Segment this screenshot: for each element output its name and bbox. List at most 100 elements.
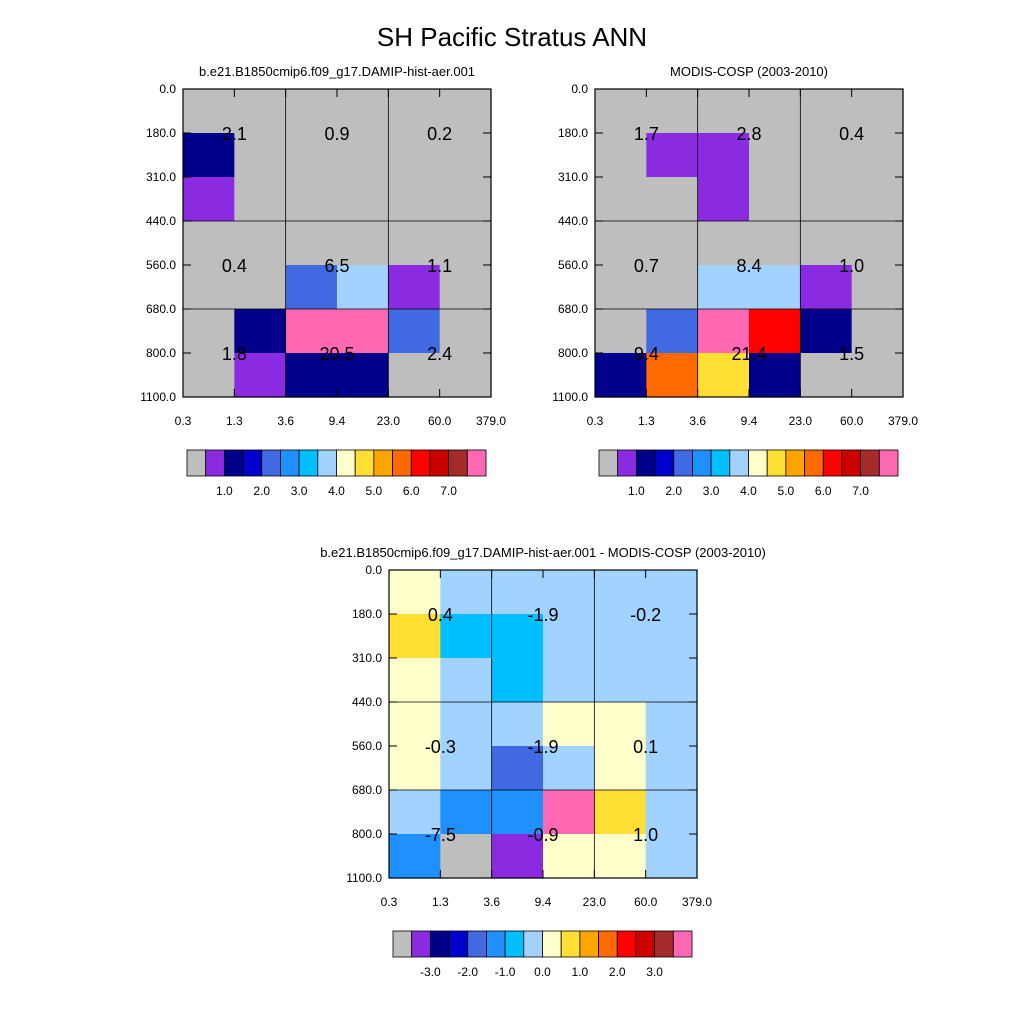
cell-value-label: 1.0 bbox=[633, 825, 658, 845]
heatmap-cell bbox=[749, 177, 801, 222]
cell-value-label: -7.5 bbox=[425, 825, 456, 845]
heatmap-cell bbox=[183, 177, 235, 222]
colorbar-box bbox=[298, 449, 319, 477]
heatmap-cell bbox=[851, 353, 904, 398]
cell-value-label: 1.8 bbox=[222, 344, 247, 364]
colorbar-label: 2.0 bbox=[253, 484, 270, 498]
heatmap-cell bbox=[389, 834, 441, 879]
x-tick-label: 9.4 bbox=[535, 895, 552, 909]
heatmap-cell bbox=[595, 89, 647, 134]
y-tick-label: 440.0 bbox=[352, 695, 382, 709]
colorbar-label: 1.0 bbox=[628, 484, 645, 498]
cell-value-label: 0.4 bbox=[839, 124, 864, 144]
colorbar-box bbox=[242, 449, 263, 477]
heatmap-cell bbox=[645, 790, 698, 835]
heatmap-cell bbox=[234, 89, 287, 134]
heatmap-cell bbox=[234, 133, 287, 178]
heatmap-cell bbox=[851, 133, 904, 178]
heatmap-cell bbox=[491, 790, 544, 835]
x-tick-label: 9.4 bbox=[741, 414, 758, 428]
heatmap-cell bbox=[183, 221, 235, 266]
heatmap-cell bbox=[439, 133, 492, 178]
heatmap-cell bbox=[646, 89, 699, 134]
cell-value-label: 0.4 bbox=[222, 256, 247, 276]
heatmap-cell bbox=[800, 309, 853, 354]
colorbar-box bbox=[223, 449, 244, 477]
colorbar-box bbox=[542, 930, 562, 958]
colorbar-box bbox=[186, 449, 207, 477]
panel-title: b.e21.B1850cmip6.f09_g17.DAMIP-hist-aer.… bbox=[199, 64, 475, 79]
colorbar-box bbox=[410, 449, 431, 477]
heatmap-panel-1: b.e21.B1850cmip6.f09_g17.DAMIP-hist-aer.… bbox=[140, 64, 506, 498]
colorbar-box bbox=[486, 930, 506, 958]
y-tick-label: 180.0 bbox=[146, 126, 176, 140]
y-tick-label: 680.0 bbox=[558, 302, 588, 316]
colorbar-box bbox=[336, 449, 356, 477]
heatmap-cell bbox=[183, 89, 235, 134]
colorbar-box bbox=[392, 930, 413, 958]
heatmap-cell bbox=[183, 265, 235, 310]
heatmap-cell bbox=[440, 570, 493, 615]
colorbar-label: 4.0 bbox=[328, 484, 345, 498]
heatmap-cell bbox=[594, 746, 647, 791]
colorbar-box bbox=[448, 930, 469, 958]
heatmap-cell bbox=[337, 177, 389, 222]
heatmap-cell bbox=[388, 133, 441, 178]
heatmap-cell bbox=[749, 353, 801, 398]
y-tick-label: 1100.0 bbox=[140, 390, 176, 404]
colorbar-box bbox=[429, 449, 450, 477]
y-tick-label: 1100.0 bbox=[346, 871, 382, 885]
y-tick-label: 560.0 bbox=[146, 258, 176, 272]
cell-value-label: -0.9 bbox=[527, 825, 558, 845]
x-tick-label: 23.0 bbox=[377, 414, 401, 428]
colorbar-box bbox=[841, 449, 862, 477]
heatmap-cell bbox=[285, 89, 338, 134]
heatmap-cell bbox=[645, 746, 698, 791]
colorbar-box bbox=[392, 449, 412, 477]
heatmap-cell bbox=[645, 614, 698, 659]
heatmap-cell bbox=[543, 614, 595, 659]
heatmap-cell bbox=[595, 353, 647, 398]
colorbar-label: 3.0 bbox=[703, 484, 720, 498]
y-tick-label: 800.0 bbox=[558, 346, 588, 360]
heatmap-cell bbox=[646, 353, 699, 398]
heatmap-cell bbox=[646, 177, 699, 222]
colorbar-box bbox=[822, 449, 843, 477]
heatmap-cell bbox=[594, 702, 647, 747]
panels: b.e21.B1850cmip6.f09_g17.DAMIP-hist-aer.… bbox=[140, 64, 918, 979]
colorbar-label: 5.0 bbox=[778, 484, 795, 498]
colorbar-box bbox=[617, 449, 637, 477]
heatmap-cell bbox=[388, 309, 441, 354]
colorbar-box bbox=[766, 449, 787, 477]
heatmap-cell bbox=[389, 702, 441, 747]
colorbar: 1.0 2.0 3.0 4.0 5.0 6.0 7.0 bbox=[186, 449, 487, 498]
heatmap-cell bbox=[800, 177, 853, 222]
heatmap-cell bbox=[285, 265, 338, 310]
colorbar-box bbox=[654, 930, 674, 958]
x-tick-label: 60.0 bbox=[840, 414, 864, 428]
heatmap-cell bbox=[337, 133, 389, 178]
colorbar-box bbox=[635, 930, 656, 958]
heatmap-cell bbox=[440, 790, 493, 835]
heatmap-cell bbox=[440, 702, 493, 747]
heatmap-cell bbox=[285, 353, 338, 398]
cell-value-label: 0.4 bbox=[428, 605, 453, 625]
heatmap-cell bbox=[337, 89, 389, 134]
y-tick-label: 680.0 bbox=[352, 783, 382, 797]
heatmap-cell bbox=[285, 221, 338, 266]
cell-value-label: 20.5 bbox=[319, 344, 354, 364]
colorbar-label: 1.0 bbox=[572, 965, 589, 979]
colorbar-label: 2.0 bbox=[665, 484, 682, 498]
heatmap-cell bbox=[697, 309, 750, 354]
colorbar-box bbox=[448, 449, 468, 477]
x-tick-label: 60.0 bbox=[634, 895, 658, 909]
colorbar-box bbox=[523, 930, 543, 958]
heatmap-cell bbox=[749, 133, 801, 178]
heatmap-cell bbox=[439, 89, 492, 134]
heatmap-cell bbox=[388, 177, 441, 222]
panel-title: MODIS-COSP (2003-2010) bbox=[670, 64, 828, 79]
heatmap-cell bbox=[337, 309, 389, 354]
y-tick-label: 560.0 bbox=[352, 739, 382, 753]
heatmap-cell bbox=[234, 177, 287, 222]
heatmap-cell bbox=[595, 265, 647, 310]
